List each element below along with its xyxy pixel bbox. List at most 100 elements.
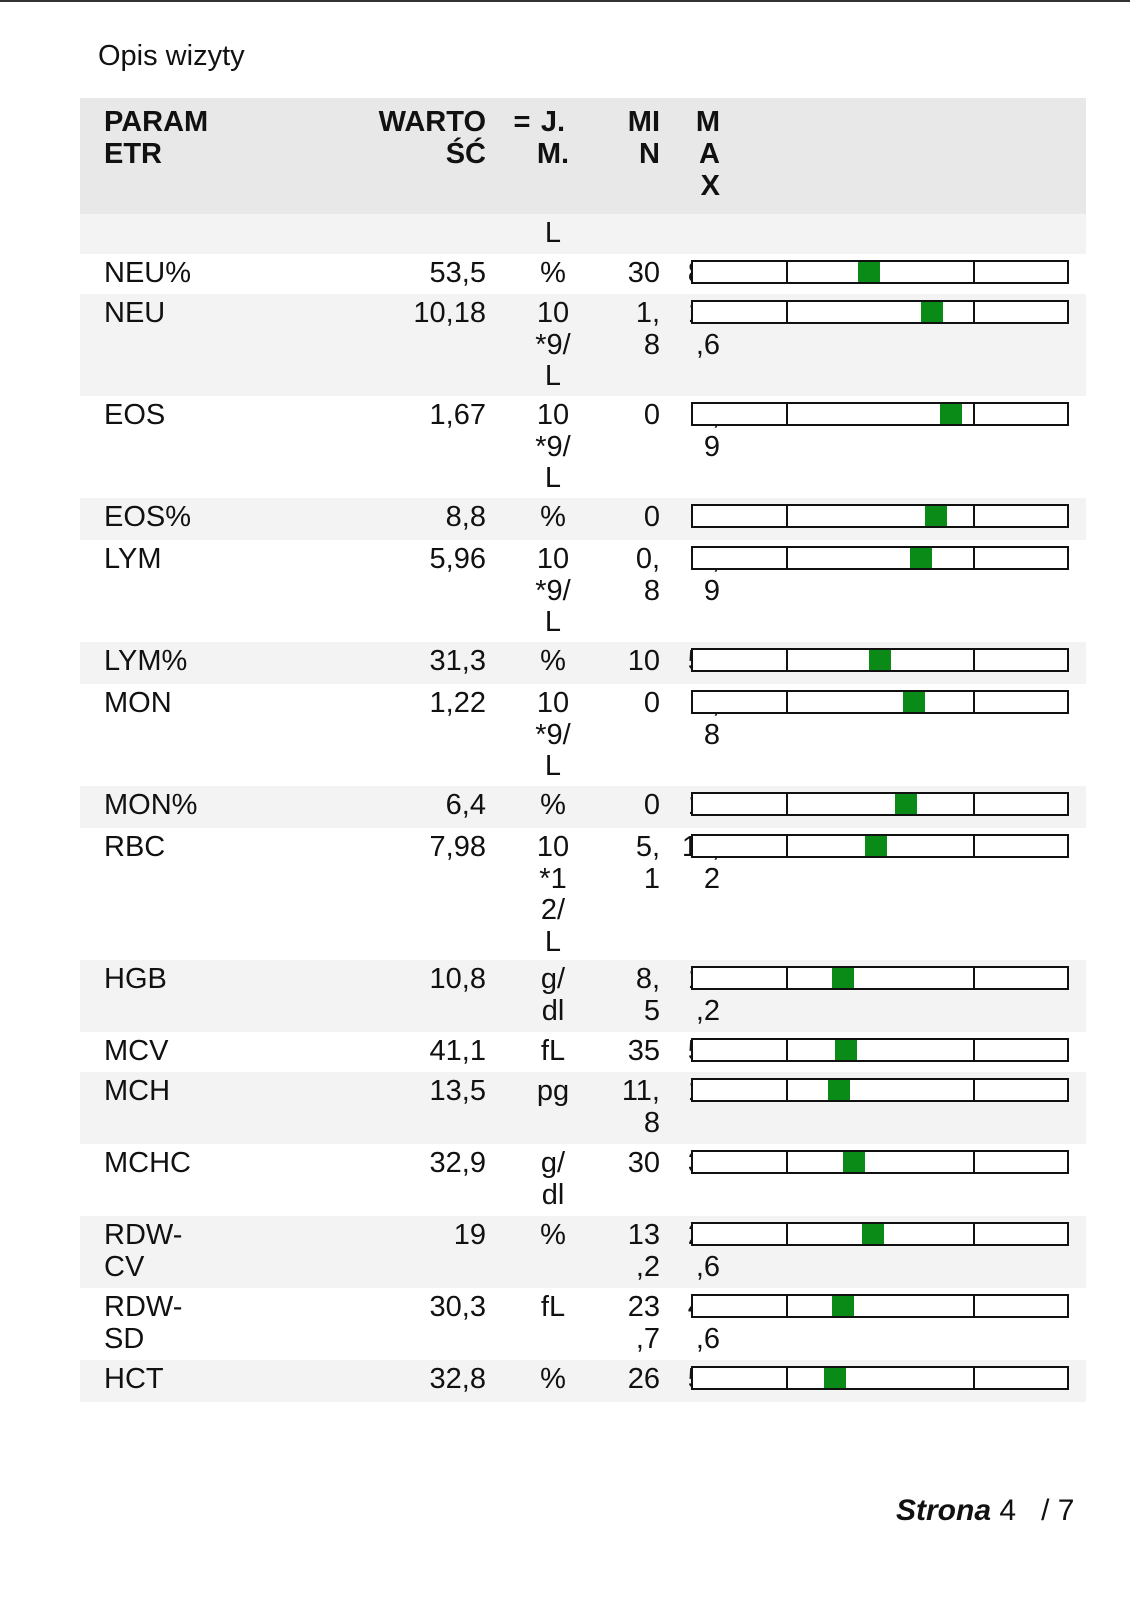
min-cell: 0 — [643, 501, 660, 533]
range-gauge — [691, 402, 1069, 426]
value-marker — [869, 650, 891, 670]
footer-label: Strona — [896, 1494, 992, 1527]
param-cell: HGB — [104, 963, 167, 995]
param-cell: LYM% — [104, 645, 188, 677]
unit-cell: % — [540, 501, 566, 533]
gauge-tick — [972, 1368, 975, 1388]
gauge-tick — [972, 1040, 975, 1060]
unit-cell: 10 *1 2/ L — [536, 831, 570, 958]
header-unit: J. M. — [536, 106, 570, 170]
footer-sep: / — [1041, 1494, 1050, 1527]
range-gauge — [691, 546, 1069, 570]
gauge-tick — [972, 262, 975, 282]
value-marker — [910, 548, 933, 568]
value-marker — [857, 262, 880, 282]
value-marker — [865, 836, 888, 856]
value-cell: 8,8 — [445, 501, 486, 533]
range-gauge — [691, 1222, 1069, 1246]
gauge-tick — [785, 404, 788, 424]
gauge-tick — [972, 506, 975, 526]
table-row: EOS%8,8%011 — [80, 498, 1086, 540]
value-marker — [831, 1296, 854, 1316]
param-cell: RDW- SD — [104, 1291, 183, 1355]
value-cell: 41,1 — [429, 1035, 486, 1067]
param-cell: LYM — [104, 543, 162, 575]
range-gauge — [691, 966, 1069, 990]
range-gauge — [691, 1294, 1069, 1318]
range-gauge — [691, 260, 1069, 284]
gauge-tick — [972, 794, 975, 814]
param-cell: EOS% — [104, 501, 192, 533]
gauge-tick — [785, 1368, 788, 1388]
value-marker — [824, 1368, 847, 1388]
page-footer: Strona 4 / 7 — [896, 1494, 1074, 1528]
unit-cell: fL — [540, 1291, 566, 1323]
min-cell: 0 — [643, 789, 660, 821]
top-border — [0, 0, 1130, 2]
value-cell: 1,22 — [429, 687, 486, 719]
value-cell: 30,3 — [429, 1291, 486, 1323]
range-gauge — [691, 1038, 1069, 1062]
value-marker — [925, 506, 948, 526]
value-cell: 1,67 — [429, 399, 486, 431]
value-cell: 32,9 — [429, 1147, 486, 1179]
gauge-tick — [972, 1224, 975, 1244]
gauge-tick — [785, 506, 788, 526]
param-cell: RDW- CV — [104, 1219, 183, 1283]
min-cell: 5, 1 — [635, 831, 660, 895]
param-cell: RBC — [104, 831, 166, 863]
range-gauge — [691, 1150, 1069, 1174]
min-cell: 0 — [643, 399, 660, 431]
value-cell: 7,98 — [429, 831, 486, 863]
unit-cell: fL — [540, 1035, 566, 1067]
min-cell: 26 — [627, 1363, 660, 1395]
gauge-tick — [785, 650, 788, 670]
value-cell: 31,3 — [429, 645, 486, 677]
unit-cell: pg — [536, 1075, 570, 1107]
gauge-tick — [785, 548, 788, 568]
gauge-tick — [785, 262, 788, 282]
min-cell: 13 ,2 — [627, 1219, 660, 1283]
gauge-tick — [785, 1040, 788, 1060]
footer-total: 7 — [1057, 1494, 1075, 1527]
range-gauge — [691, 1078, 1069, 1102]
header-value: WARTO ŚĆ — [378, 106, 486, 170]
unit-cell: 10 *9/ L — [535, 399, 571, 494]
gauge-tick — [972, 1296, 975, 1316]
param-cell: NEU — [104, 297, 166, 329]
header-param: PARAM ETR — [104, 106, 209, 170]
continuation-row: L — [80, 214, 1086, 254]
table-row: NEU%53,5%3085 — [80, 254, 1086, 294]
footer-page: 4 — [999, 1494, 1017, 1527]
header-min: MI N — [627, 106, 660, 170]
param-cell: MON — [104, 687, 172, 719]
page-title: Opis wizyty — [98, 40, 245, 72]
param-cell: HCT — [104, 1363, 164, 1395]
range-gauge — [691, 792, 1069, 816]
min-cell: 11, 8 — [621, 1075, 660, 1139]
unit-cell: 10 *9/ L — [535, 543, 571, 638]
param-cell: EOS — [104, 399, 166, 431]
gauge-tick — [785, 1296, 788, 1316]
param-cell: MCV — [104, 1035, 169, 1067]
value-marker — [835, 1040, 858, 1060]
value-cell: 19 — [453, 1219, 486, 1251]
unit-cell: g/ dl — [540, 963, 566, 1027]
param-cell: MCH — [104, 1075, 171, 1107]
param-cell: MCHC — [104, 1147, 191, 1179]
header-eq: = — [513, 106, 531, 138]
gauge-tick — [972, 548, 975, 568]
gauge-tick — [785, 302, 788, 322]
min-cell: 1, 8 — [635, 297, 660, 361]
value-cell: 10,8 — [429, 963, 486, 995]
param-cell: MON% — [104, 789, 198, 821]
value-cell: 32,8 — [429, 1363, 486, 1395]
value-cell: 6,4 — [445, 789, 486, 821]
value-marker — [940, 404, 963, 424]
